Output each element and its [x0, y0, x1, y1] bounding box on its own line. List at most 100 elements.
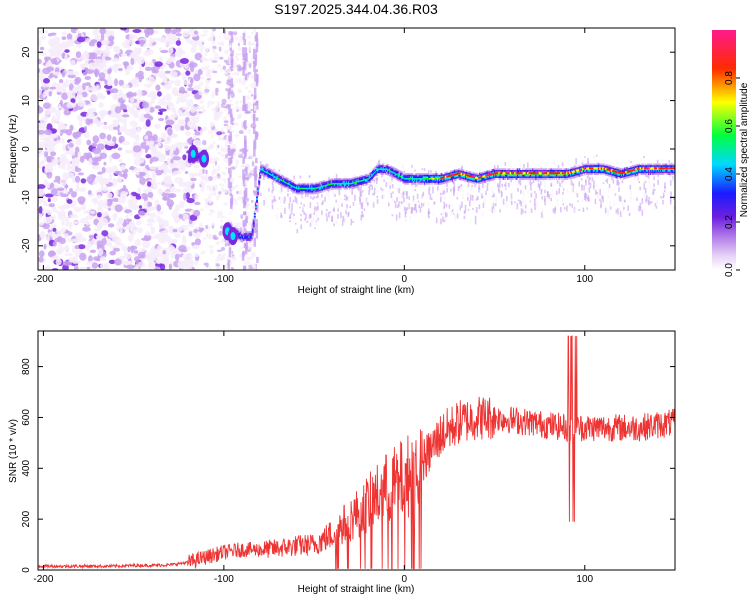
heatmap-cell — [427, 170, 430, 174]
heatmap-cell — [230, 166, 236, 170]
heatmap-cell — [409, 216, 411, 221]
heatmap-cell — [233, 151, 237, 157]
heatmap-cell — [132, 102, 140, 109]
heatmap-cell — [209, 266, 212, 270]
heatmap-cell — [99, 256, 107, 262]
heatmap-cell — [146, 145, 150, 151]
heatmap-cell — [244, 167, 247, 172]
heatmap-cell — [193, 139, 202, 147]
heatmap-cell — [137, 227, 144, 234]
heatmap-cell — [145, 154, 152, 159]
heatmap-cell — [64, 53, 68, 61]
heatmap-cell — [159, 263, 166, 270]
heatmap-cell — [51, 42, 61, 51]
heatmap-cell — [132, 50, 137, 55]
heatmap-cell — [220, 224, 224, 227]
heatmap-cell — [166, 60, 172, 65]
heatmap-cell — [242, 156, 245, 164]
heatmap-cell — [47, 198, 51, 203]
heatmap-cell — [550, 198, 552, 202]
heatmap-cell — [138, 157, 145, 164]
heatmap-cell — [228, 99, 233, 102]
heatmap-cell — [110, 112, 116, 118]
heatmap-cell — [175, 204, 181, 212]
heatmap-cell — [204, 85, 210, 89]
heatmap-cell — [251, 232, 254, 235]
heatmap-cell — [355, 197, 358, 200]
heatmap-cell — [82, 52, 90, 59]
heatmap-cell — [244, 190, 247, 199]
heatmap-cell — [540, 181, 542, 185]
heatmap-cell — [633, 198, 636, 201]
heatmap-cell — [292, 199, 295, 203]
heatmap-cell — [225, 88, 229, 92]
heatmap-cell — [245, 86, 248, 90]
heatmap-cell — [398, 212, 401, 219]
heatmap-cell — [280, 200, 282, 204]
heatmap-cell — [64, 204, 70, 209]
heatmap-cell — [213, 156, 219, 162]
heatmap-cell — [148, 37, 154, 45]
heatmap-cell — [170, 239, 179, 243]
heatmap-cell — [439, 192, 442, 196]
heatmap-cell — [516, 202, 519, 210]
heatmap-cell — [341, 203, 343, 207]
heatmap-cell — [450, 203, 452, 207]
heatmap-cell — [69, 124, 74, 131]
heatmap-cell — [187, 87, 194, 92]
heatmap-cell — [657, 179, 659, 185]
heatmap-cell — [381, 194, 384, 199]
heatmap-cell — [108, 173, 113, 182]
heatmap-cell — [263, 199, 265, 206]
heatmap-cell — [182, 154, 187, 161]
heatmap-cell — [234, 55, 239, 58]
heatmap-cell — [252, 225, 255, 228]
heatmap-cell — [93, 197, 98, 205]
heatmap-cell — [258, 180, 261, 183]
heatmap-cell — [195, 105, 202, 111]
heatmap-cell — [237, 88, 242, 94]
heatmap-cell — [38, 58, 42, 65]
heatmap-cell — [157, 245, 162, 250]
heatmap-cell — [556, 190, 558, 195]
heatmap-cell — [644, 192, 646, 198]
heatmap-cell — [68, 221, 73, 230]
heatmap-cell — [83, 152, 89, 160]
heatmap-cell — [409, 204, 411, 209]
heatmap-cell — [254, 94, 257, 99]
heatmap-cell — [487, 182, 489, 186]
heatmap-cell — [70, 98, 76, 104]
heatmap-cell — [117, 147, 123, 151]
heatmap-cell — [125, 93, 133, 97]
heatmap-cell — [61, 92, 69, 100]
heatmap-cell — [254, 211, 257, 213]
heatmap-cell — [262, 186, 264, 189]
heatmap-cell — [248, 89, 251, 94]
heatmap-cell — [130, 245, 135, 254]
heatmap-cell — [237, 46, 243, 52]
heatmap-cell — [194, 238, 201, 246]
heatmap-cell — [73, 264, 79, 270]
heatmap-cell — [288, 207, 291, 210]
heatmap-cell — [64, 216, 70, 222]
heatmap-cell — [383, 179, 385, 182]
heatmap-cell — [170, 144, 177, 152]
heatmap-cell — [453, 189, 455, 196]
heatmap-cell — [117, 131, 122, 136]
heatmap-cell — [46, 123, 53, 132]
heatmap-cell — [88, 234, 95, 239]
heatmap-cell — [64, 184, 69, 189]
heatmap-cell — [128, 212, 133, 216]
heatmap-cell — [220, 42, 223, 45]
heatmap-cell — [78, 90, 83, 94]
heatmap-cell — [622, 202, 624, 208]
heatmap-cell — [233, 80, 236, 87]
heatmap-cell — [242, 104, 245, 111]
heatmap-cell — [542, 214, 545, 220]
heatmap-cell — [520, 208, 523, 215]
heatmap-cell — [244, 150, 247, 157]
heatmap-cell — [201, 42, 205, 45]
heatmap-cell — [443, 206, 445, 209]
heatmap-cell — [75, 166, 79, 170]
heatmap-cell — [153, 69, 159, 74]
